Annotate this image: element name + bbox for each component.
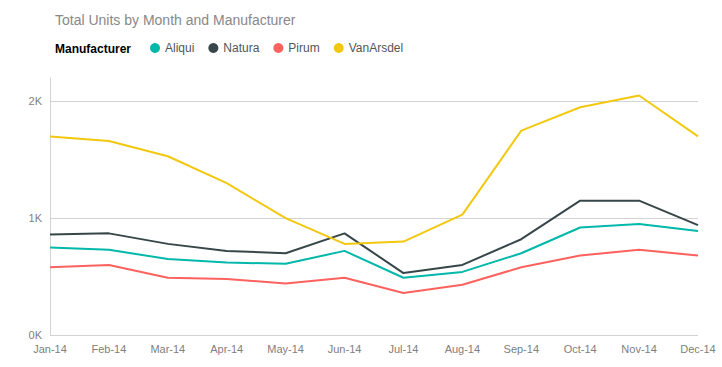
svg-text:Natura: Natura	[223, 41, 259, 55]
svg-text:Sep-14: Sep-14	[504, 343, 539, 355]
svg-text:Jun-14: Jun-14	[328, 343, 362, 355]
svg-text:Nov-14: Nov-14	[621, 343, 656, 355]
svg-text:Aliqui: Aliqui	[165, 41, 194, 55]
svg-text:Jul-14: Jul-14	[388, 343, 418, 355]
svg-text:0K: 0K	[29, 329, 43, 341]
svg-text:Total Units by Month and Manuf: Total Units by Month and Manufacturer	[55, 12, 296, 28]
svg-text:May-14: May-14	[267, 343, 304, 355]
svg-text:2K: 2K	[29, 95, 43, 107]
svg-text:Dec-14: Dec-14	[680, 343, 715, 355]
svg-text:Feb-14: Feb-14	[91, 343, 126, 355]
svg-text:Oct-14: Oct-14	[564, 343, 597, 355]
svg-text:Pirum: Pirum	[288, 41, 319, 55]
svg-text:1K: 1K	[29, 212, 43, 224]
svg-text:Apr-14: Apr-14	[210, 343, 243, 355]
svg-text:Aug-14: Aug-14	[445, 343, 480, 355]
svg-text:VanArsdel: VanArsdel	[349, 41, 403, 55]
svg-text:Mar-14: Mar-14	[150, 343, 185, 355]
svg-text:Manufacturer: Manufacturer	[55, 42, 131, 56]
svg-text:Jan-14: Jan-14	[33, 343, 67, 355]
